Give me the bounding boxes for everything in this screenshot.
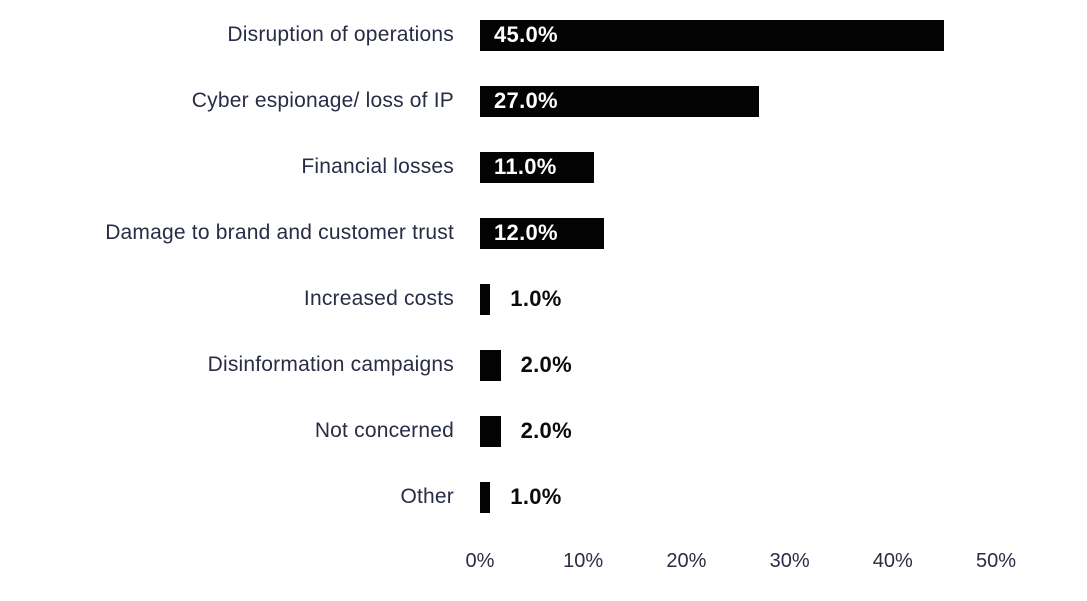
bar-plot-area: 1.0% xyxy=(480,283,1087,315)
x-axis-tick: 30% xyxy=(769,550,810,572)
bar-row: Financial losses 11.0% xyxy=(0,134,1087,200)
bar xyxy=(480,481,491,513)
value-label: 27.0% xyxy=(494,88,558,113)
value-label: 11.0% xyxy=(494,154,557,179)
bar-plot-area: 27.0% xyxy=(480,85,1087,117)
category-label: Cyber espionage/ loss of IP xyxy=(191,89,454,112)
category-label: Disinformation campaigns xyxy=(207,353,454,376)
bar xyxy=(480,415,501,447)
bar-plot-area: 11.0% xyxy=(480,151,1087,183)
bar-row: Increased costs 1.0% xyxy=(0,266,1087,332)
bar-plot-area: 1.0% xyxy=(480,481,1087,513)
bar-plot-area: 2.0% xyxy=(480,415,1087,447)
bar-row: Disruption of operations 45.0% xyxy=(0,2,1087,68)
bar-plot-area: 45.0% xyxy=(480,19,1087,51)
x-axis-tick: 40% xyxy=(872,550,913,572)
category-label: Financial losses xyxy=(301,155,454,178)
bar-plot-area: 2.0% xyxy=(480,349,1087,381)
value-label: 2.0% xyxy=(520,352,572,377)
value-label: 45.0% xyxy=(494,22,558,47)
category-label: Disruption of operations xyxy=(227,23,454,46)
bar-row: Not concerned 2.0% xyxy=(0,398,1087,464)
bar-plot-area: 12.0% xyxy=(480,217,1087,249)
x-axis: 0% 10% 20% 30% 40% 50% xyxy=(466,544,1087,584)
bar xyxy=(480,19,945,51)
bar-row: Cyber espionage/ loss of IP 27.0% xyxy=(0,68,1087,134)
category-label: Increased costs xyxy=(303,287,454,310)
bar xyxy=(480,85,759,117)
value-label: 1.0% xyxy=(510,484,562,509)
x-axis-tick: 10% xyxy=(563,550,604,572)
value-label: 2.0% xyxy=(520,418,572,443)
bar-row: Disinformation campaigns 2.0% xyxy=(0,332,1087,398)
category-label: Damage to brand and customer trust xyxy=(105,221,454,244)
value-label: 1.0% xyxy=(510,286,562,311)
category-label: Not concerned xyxy=(314,419,454,442)
bar-rows: Disruption of operations 45.0% Cyber espio… xyxy=(0,2,1087,530)
bar xyxy=(480,217,604,249)
bar-row: Other 1.0% xyxy=(0,464,1087,530)
bar xyxy=(480,283,491,315)
bar xyxy=(480,151,594,183)
x-axis-tick: 0% xyxy=(465,550,495,572)
value-label: 12.0% xyxy=(494,220,558,245)
category-label: Other xyxy=(400,485,454,508)
x-axis-tick: 50% xyxy=(975,550,1017,572)
x-axis-tick: 20% xyxy=(666,550,707,572)
bar xyxy=(480,349,501,381)
bar-row: Damage to brand and customer trust 12.0% xyxy=(0,200,1087,266)
